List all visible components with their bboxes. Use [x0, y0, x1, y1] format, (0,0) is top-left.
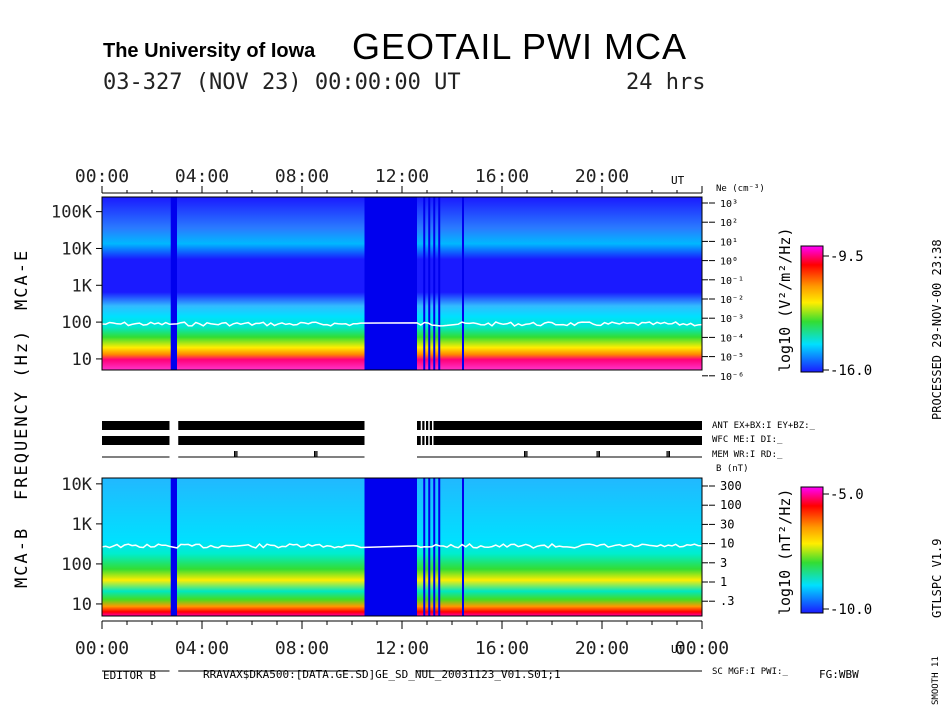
mca-e-freq-label: 1K — [72, 276, 93, 296]
status-bar-break — [432, 436, 434, 445]
ut-top-label: UT — [671, 174, 685, 187]
top-time-tick-label: 04:00 — [175, 166, 229, 187]
mca-b-freq-label: 10K — [61, 475, 92, 495]
ne-unit-label: Ne (cm⁻³) — [716, 184, 765, 194]
status-bar-segment — [417, 421, 702, 430]
status-bar-break — [420, 421, 423, 430]
ne-axis-label: 10⁻⁶ — [720, 372, 744, 383]
b-axis-label: .3 — [720, 594, 734, 608]
bottom-time-tick-label: 20:00 — [575, 638, 629, 659]
b-axis-label: 30 — [720, 517, 734, 531]
b-trace — [101, 542, 703, 549]
data-dropout — [433, 478, 436, 616]
top-time-axis: 00:00 04:00 08:00 12:00 16:00 20:00 — [75, 166, 703, 194]
sc-status-label: SC MGF:I PWI:_ — [712, 667, 788, 677]
mca-e-frame — [101, 196, 703, 371]
mca-e-panel: 10 100 1K 10K 100K 10³ 10² 10¹ 10⁰ 10⁻¹ 10⁻² 10⁻³ 1… — [51, 196, 744, 383]
status-bar-segment — [178, 421, 365, 430]
bottom-time-tick-label: 16:00 — [475, 638, 529, 659]
status-bar-break — [420, 436, 423, 445]
data-dropout — [423, 197, 426, 370]
b-axis-label: 300 — [720, 479, 742, 493]
footer-path: RRAVAX$DKA500:[DATA.GE.SD]GE_SD_NUL_2003… — [203, 668, 561, 681]
data-dropout — [462, 197, 464, 370]
mca-b-freq-label: 1K — [72, 515, 93, 535]
footer-editor: EDITOR B — [103, 669, 156, 682]
status-bar-segment — [417, 436, 702, 445]
status-bar-segment — [102, 436, 170, 445]
b-axis-label: 3 — [720, 556, 727, 570]
b-axis-label: 100 — [720, 498, 742, 512]
colorbar-b: -5.0 -10.0 log10 (nT²/Hz) — [776, 486, 872, 618]
ne-axis-label: 10⁻³ — [720, 314, 744, 325]
plot-title: GEOTAIL PWI MCA — [352, 26, 688, 67]
bottom-time-tick-label: 08:00 — [275, 638, 329, 659]
status-line-ant: ANT EX+BX:I EY+BZ:_ — [712, 421, 816, 431]
bottom-time-tick-label: 04:00 — [175, 638, 229, 659]
colorbar-b-rect — [800, 486, 824, 614]
status-bar-segment — [102, 421, 170, 430]
footer-fg: FG:WBW — [819, 668, 859, 681]
status-line-mem: MEM WR:I RD:_ — [712, 450, 783, 460]
status-bar-break — [424, 421, 426, 430]
colorbar-e-max: -9.5 — [830, 249, 864, 265]
data-dropout — [462, 478, 464, 616]
top-time-tick-label: 20:00 — [575, 166, 629, 187]
duration-label: 24 hrs — [626, 70, 706, 95]
ne-axis-label: 10⁰ — [720, 257, 738, 268]
top-time-tick-label: 00:00 — [75, 166, 129, 187]
mca-e-freq-label: 10 — [72, 350, 92, 370]
status-bar-break — [432, 421, 434, 430]
date-line: 03-327 (NOV 23) 00:00:00 UT — [103, 70, 461, 95]
data-gap — [170, 197, 177, 370]
b-axis-label: 10 — [720, 537, 734, 551]
mca-b-freq-label: 100 — [61, 555, 92, 575]
ne-axis-label: 10⁻⁵ — [720, 353, 744, 364]
bottom-time-tick-label: 00:00 — [75, 638, 129, 659]
top-time-tick-label: 08:00 — [275, 166, 329, 187]
data-gap — [364, 197, 417, 370]
colorbar-e-min: -16.0 — [830, 363, 872, 379]
status-line-wfc: WFC ME:I DI:_ — [712, 435, 783, 445]
mca-b-freq-label: 10 — [72, 595, 92, 615]
ne-axis-label: 10¹ — [720, 237, 738, 248]
ne-axis-label: 10⁻² — [720, 295, 744, 306]
b-unit-label: B (nT) — [716, 464, 749, 474]
mca-b-panel: 10 100 1K 10K 300 100 30 10 3 1 .3 — [61, 475, 742, 617]
mca-e-freq-label: 10K — [61, 239, 92, 259]
data-dropout — [438, 478, 441, 616]
status-bars — [102, 421, 702, 458]
status-bar-segment — [178, 436, 365, 445]
mca-e-freq-label: 100K — [51, 203, 93, 223]
top-time-tick-label: 16:00 — [475, 166, 529, 187]
colorbar-b-label: log10 (nT²/Hz) — [776, 489, 794, 615]
colorbar-b-min: -10.0 — [830, 602, 872, 618]
status-bar-break — [428, 436, 430, 445]
ne-axis-label: 10⁻⁴ — [720, 333, 744, 344]
bottom-time-axis: 00:00 04:00 08:00 12:00 16:00 20:00 00:00 — [75, 620, 729, 659]
institution-title: The University of Iowa — [103, 40, 316, 62]
data-dropout — [433, 197, 436, 370]
mca-e-freq-label: 100 — [61, 313, 92, 333]
data-dropout — [428, 197, 431, 370]
mca-b-frame — [101, 477, 703, 617]
ne-trace — [101, 321, 703, 327]
bottom-time-tick-label: 12:00 — [375, 638, 429, 659]
colorbar-b-max: -5.0 — [830, 487, 864, 503]
ne-axis-label: 10⁻¹ — [720, 276, 744, 287]
b-axis-label: 1 — [720, 575, 727, 589]
colorbar-e-rect — [800, 245, 824, 373]
status-bar-break — [428, 421, 430, 430]
bottom-time-tick-label: 00:00 — [675, 638, 729, 659]
ut-bottom-label: UT — [671, 643, 685, 656]
ne-axis-label: 10³ — [720, 199, 738, 210]
ne-axis-label: 10² — [720, 218, 738, 229]
top-time-tick-label: 12:00 — [375, 166, 429, 187]
colorbar-e-label: log10 (V²/m²/Hz) — [776, 228, 794, 373]
status-bar-break — [424, 436, 426, 445]
data-dropout — [438, 197, 441, 370]
colorbar-e: -9.5 -16.0 log10 (V²/m²/Hz) — [776, 228, 872, 380]
